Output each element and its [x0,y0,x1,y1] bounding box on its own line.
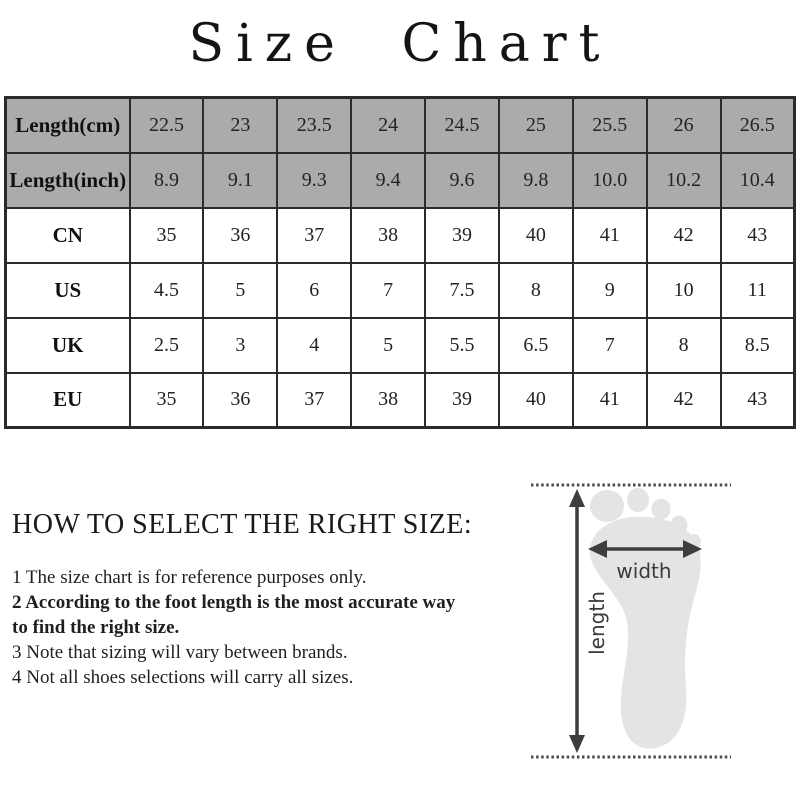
table-cell: 9.8 [497,151,574,209]
table-cell: 9.3 [276,151,353,209]
table-cell: 26.5 [719,96,796,154]
table-cell: 43 [719,206,796,264]
table-cell: 24.5 [424,96,500,154]
length-arrow-icon [569,489,585,753]
table-cell: 41 [571,371,648,429]
size-table: Length(cm) 22.5 23 23.5 24 24.5 25 25.5 … [4,96,796,429]
table-cell: 7 [350,261,426,319]
table-cell: 39 [424,371,500,429]
table-cell: 9.6 [424,151,500,209]
table-cell: 9 [571,261,648,319]
table-row: UK 2.5 3 4 5 5.5 6.5 7 8 8.5 [4,316,796,374]
footprint-icon [589,488,701,749]
table-cell: 5.5 [424,316,500,374]
row-label: Length(cm) [4,96,131,154]
foot-diagram: width length [528,478,734,764]
foot-diagram-graphic [531,483,731,759]
table-cell: 37 [276,371,353,429]
table-cell: 37 [276,206,353,264]
table-cell: 10 [645,261,722,319]
sizing-guide: HOW TO SELECT THE RIGHT SIZE: 1 The size… [12,508,473,690]
table-cell: 9.1 [202,151,279,209]
table-row: Length(cm) 22.5 23 23.5 24 24.5 25 25.5 … [4,96,796,154]
table-cell: 24 [350,96,426,154]
table-cell: 7.5 [424,261,500,319]
table-cell: 38 [350,371,426,429]
row-label: US [4,261,131,319]
table-cell: 35 [128,371,205,429]
row-label: CN [4,206,131,264]
table-cell: 43 [719,371,796,429]
note-item-2: 2 According to the foot length is the mo… [12,592,456,638]
table-cell: 41 [571,206,648,264]
table-cell: 11 [719,261,796,319]
table-cell: 36 [202,371,279,429]
table-cell: 8.5 [719,316,796,374]
table-cell: 25 [497,96,574,154]
table-cell: 8 [645,316,722,374]
note-item-4: 4 Not all shoes selections will carry al… [12,667,354,688]
table-cell: 10.4 [719,151,796,209]
note-item-3: 3 Note that sizing will vary between bra… [12,642,348,663]
table-cell: 25.5 [571,96,648,154]
table-cell: 26 [645,96,722,154]
table-cell: 6 [276,261,353,319]
table-cell: 10.2 [645,151,722,209]
table-cell: 42 [645,371,722,429]
table-cell: 8 [497,261,574,319]
row-label: UK [4,316,131,374]
table-row: EU 35 36 37 38 39 40 41 42 43 [4,371,796,429]
table-cell: 3 [202,316,279,374]
note-item-1: 1 The size chart is for reference purpos… [12,567,367,588]
table-cell: 23.5 [276,96,353,154]
table-cell: 35 [128,206,205,264]
table-cell: 5 [202,261,279,319]
row-label: Length(inch) [4,151,131,209]
table-cell: 23 [202,96,279,154]
table-cell: 38 [350,206,426,264]
table-cell: 40 [497,206,574,264]
table-cell: 7 [571,316,648,374]
table-cell: 8.9 [128,151,205,209]
table-cell: 6.5 [497,316,574,374]
guide-heading: HOW TO SELECT THE RIGHT SIZE: [12,509,473,540]
page-title: Size Chart [188,14,612,74]
table-cell: 36 [202,206,279,264]
table-cell: 10.0 [571,151,648,209]
table-cell: 40 [497,371,574,429]
width-arrow-icon [588,540,702,558]
table-cell: 2.5 [128,316,205,374]
table-cell: 5 [350,316,426,374]
width-label: width [616,559,672,583]
table-cell: 9.4 [350,151,426,209]
row-label: EU [4,371,131,429]
table-cell: 42 [645,206,722,264]
table-cell: 39 [424,206,500,264]
table-row: CN 35 36 37 38 39 40 41 42 43 [4,206,796,264]
table-row: US 4.5 5 6 7 7.5 8 9 10 11 [4,261,796,319]
length-label: length [585,591,609,655]
table-row: Length(inch) 8.9 9.1 9.3 9.4 9.6 9.8 10.… [4,151,796,209]
table-cell: 4.5 [128,261,205,319]
table-cell: 4 [276,316,353,374]
table-cell: 22.5 [128,96,205,154]
